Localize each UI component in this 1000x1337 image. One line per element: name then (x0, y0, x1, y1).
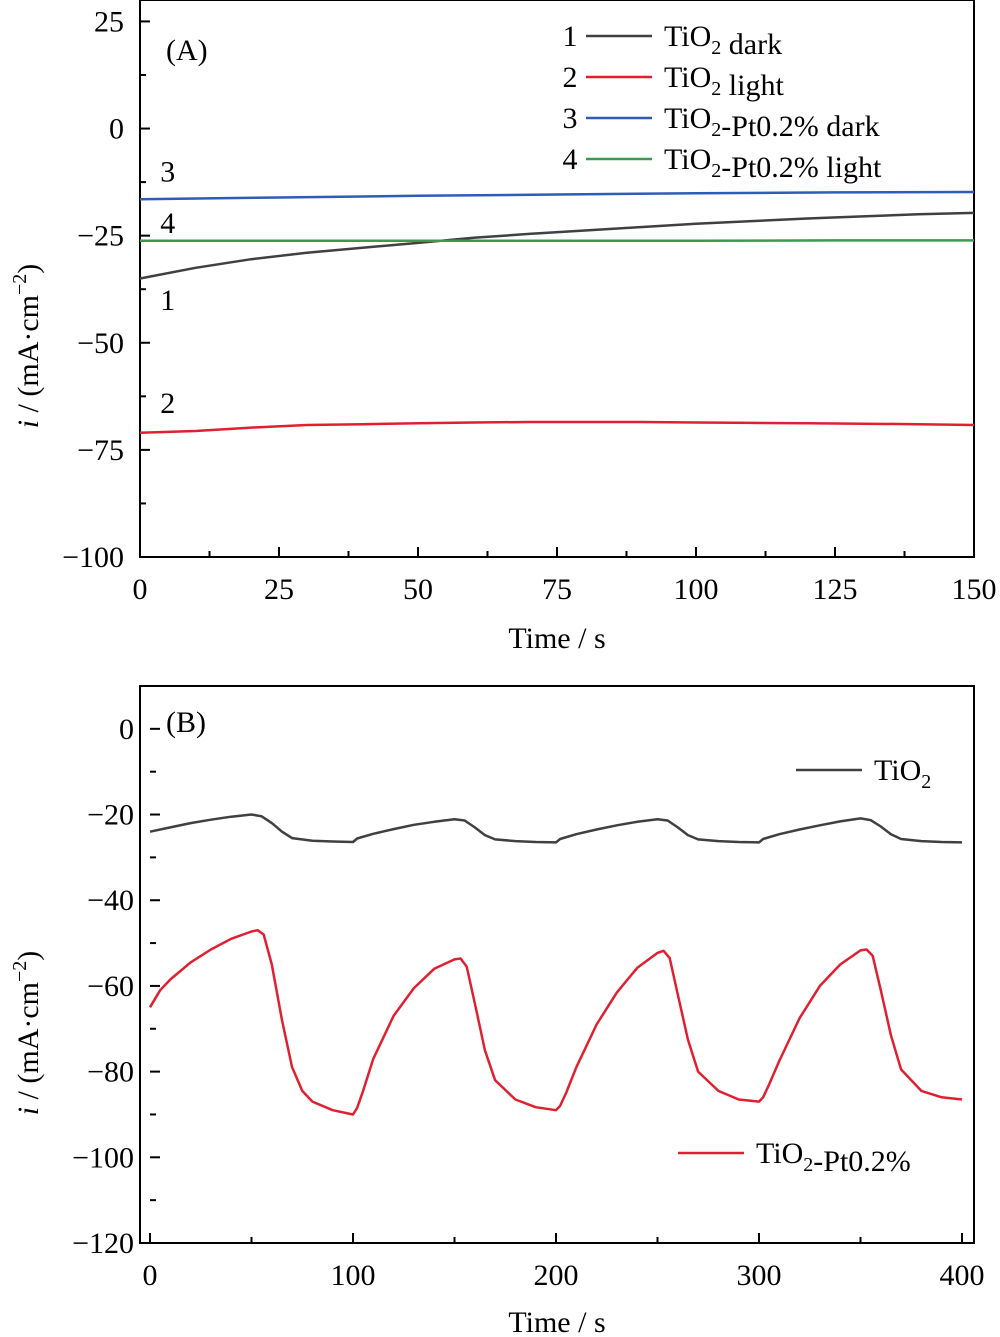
panel-a-x-tick-label: 100 (674, 573, 719, 606)
panel-b-x-tick-label: 200 (534, 1259, 579, 1292)
panel-a-series-line-2 (139, 420, 975, 434)
legend-label: TiO2-Pt0.2% light (664, 143, 882, 184)
panel-a-y-tick-label: 0 (109, 113, 124, 146)
panel-b-x-tick-label: 0 (143, 1259, 158, 1292)
panel-b-legend: TiO2 TiO2-Pt0.2% (678, 754, 931, 1178)
panel-b-series (148, 813, 963, 1116)
panel-b-series-line-1 (149, 813, 963, 844)
panel-a-label: (A) (166, 34, 208, 67)
panel-a-x-tick-label: 125 (813, 573, 858, 606)
legend-label: TiO2 dark (664, 20, 782, 61)
panel-a-legend: 1 TiO2 dark 2 TiO2 light 3 TiO2-Pt0.2% dark 4 T… (563, 20, 882, 184)
panel-a-x-tick-label: 150 (952, 573, 997, 606)
panel-a-series-line-3 (139, 190, 975, 201)
legend-label: TiO2 light (664, 61, 784, 102)
panel-a-curve-labels: 1 2 3 4 (160, 155, 175, 419)
legend-label: TiO2 (874, 754, 931, 793)
panel-b-y-tick-label: −20 (87, 799, 134, 832)
panel-b-chart: 0 100 200 300 400 −120 −100 −80 −60 −40 −20 0 (B) T… (9, 685, 985, 1337)
legend-number: 1 (563, 20, 578, 53)
panel-b-label: (B) (166, 706, 206, 739)
legend-number: 4 (563, 143, 578, 176)
panel-a-series-line-1 (139, 211, 975, 280)
curve-label-3: 3 (160, 155, 175, 188)
panel-b-y-tick-label: −40 (87, 884, 134, 917)
panel-b-x-tick-label: 300 (737, 1259, 782, 1292)
panel-b-y-tick-label: −100 (72, 1141, 134, 1174)
panel-a-ticks: 0 25 50 75 100 125 150 −100 −75 −50 −25 0 25 (62, 5, 996, 606)
panel-a-x-axis-label: Time / s (508, 622, 605, 655)
panel-b-x-axis-label: Time / s (508, 1306, 605, 1337)
panel-a-y-tick-label: −50 (77, 327, 124, 360)
legend-number: 2 (563, 61, 578, 94)
panel-a-y-tick-label: 25 (94, 5, 124, 38)
curve-label-2: 2 (160, 387, 175, 420)
panel-a-x-tick-label: 0 (133, 573, 148, 606)
panel-b-y-tick-label: −120 (72, 1227, 134, 1260)
panel-a-y-tick-label: −75 (77, 434, 124, 467)
legend-label: TiO2-Pt0.2% (756, 1137, 911, 1178)
panel-a-x-tick-label: 25 (264, 573, 294, 606)
panel-b-y-tick-label: −60 (87, 970, 134, 1003)
panel-a-plot-frame (139, 0, 975, 558)
legend-label: TiO2-Pt0.2% dark (664, 102, 880, 143)
panel-a-chart: 0 25 50 75 100 125 150 −100 −75 −50 −25 0 25 (A) 1 Ti… (9, 0, 997, 655)
panel-b-series-line-2 (148, 928, 963, 1116)
panel-b-y-tick-label: −80 (87, 1056, 134, 1089)
panel-b-y-axis-label: i / (mA·cm−2) (9, 951, 45, 1116)
curve-label-1: 1 (160, 284, 175, 317)
panel-b-ticks: 0 100 200 300 400 −120 −100 −80 −60 −40 −20 0 (72, 713, 984, 1292)
panel-a-y-tick-label: −100 (62, 541, 124, 574)
panel-a-series (139, 190, 975, 434)
curve-label-4: 4 (160, 207, 175, 240)
panel-a-x-tick-label: 75 (542, 573, 572, 606)
panel-a-y-axis-label: i / (mA·cm−2) (9, 264, 45, 429)
panel-a-x-tick-label: 50 (403, 573, 433, 606)
panel-b-y-tick-label: 0 (119, 713, 134, 746)
panel-b-x-tick-label: 400 (940, 1259, 985, 1292)
panel-a-y-tick-label: −25 (77, 220, 124, 253)
legend-number: 3 (563, 102, 578, 135)
panel-b-x-tick-label: 100 (331, 1259, 376, 1292)
